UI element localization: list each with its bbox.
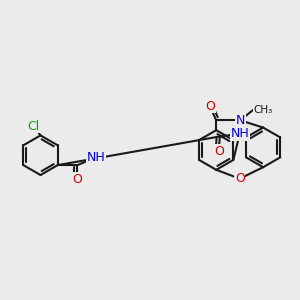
Text: N: N [236,114,245,127]
Text: Cl: Cl [28,119,40,133]
Text: NH: NH [230,127,249,140]
Text: O: O [73,173,82,186]
Text: NH: NH [86,151,105,164]
Text: O: O [235,172,244,185]
Text: O: O [205,100,215,113]
Text: O: O [214,145,224,158]
Text: CH₃: CH₃ [253,105,272,115]
